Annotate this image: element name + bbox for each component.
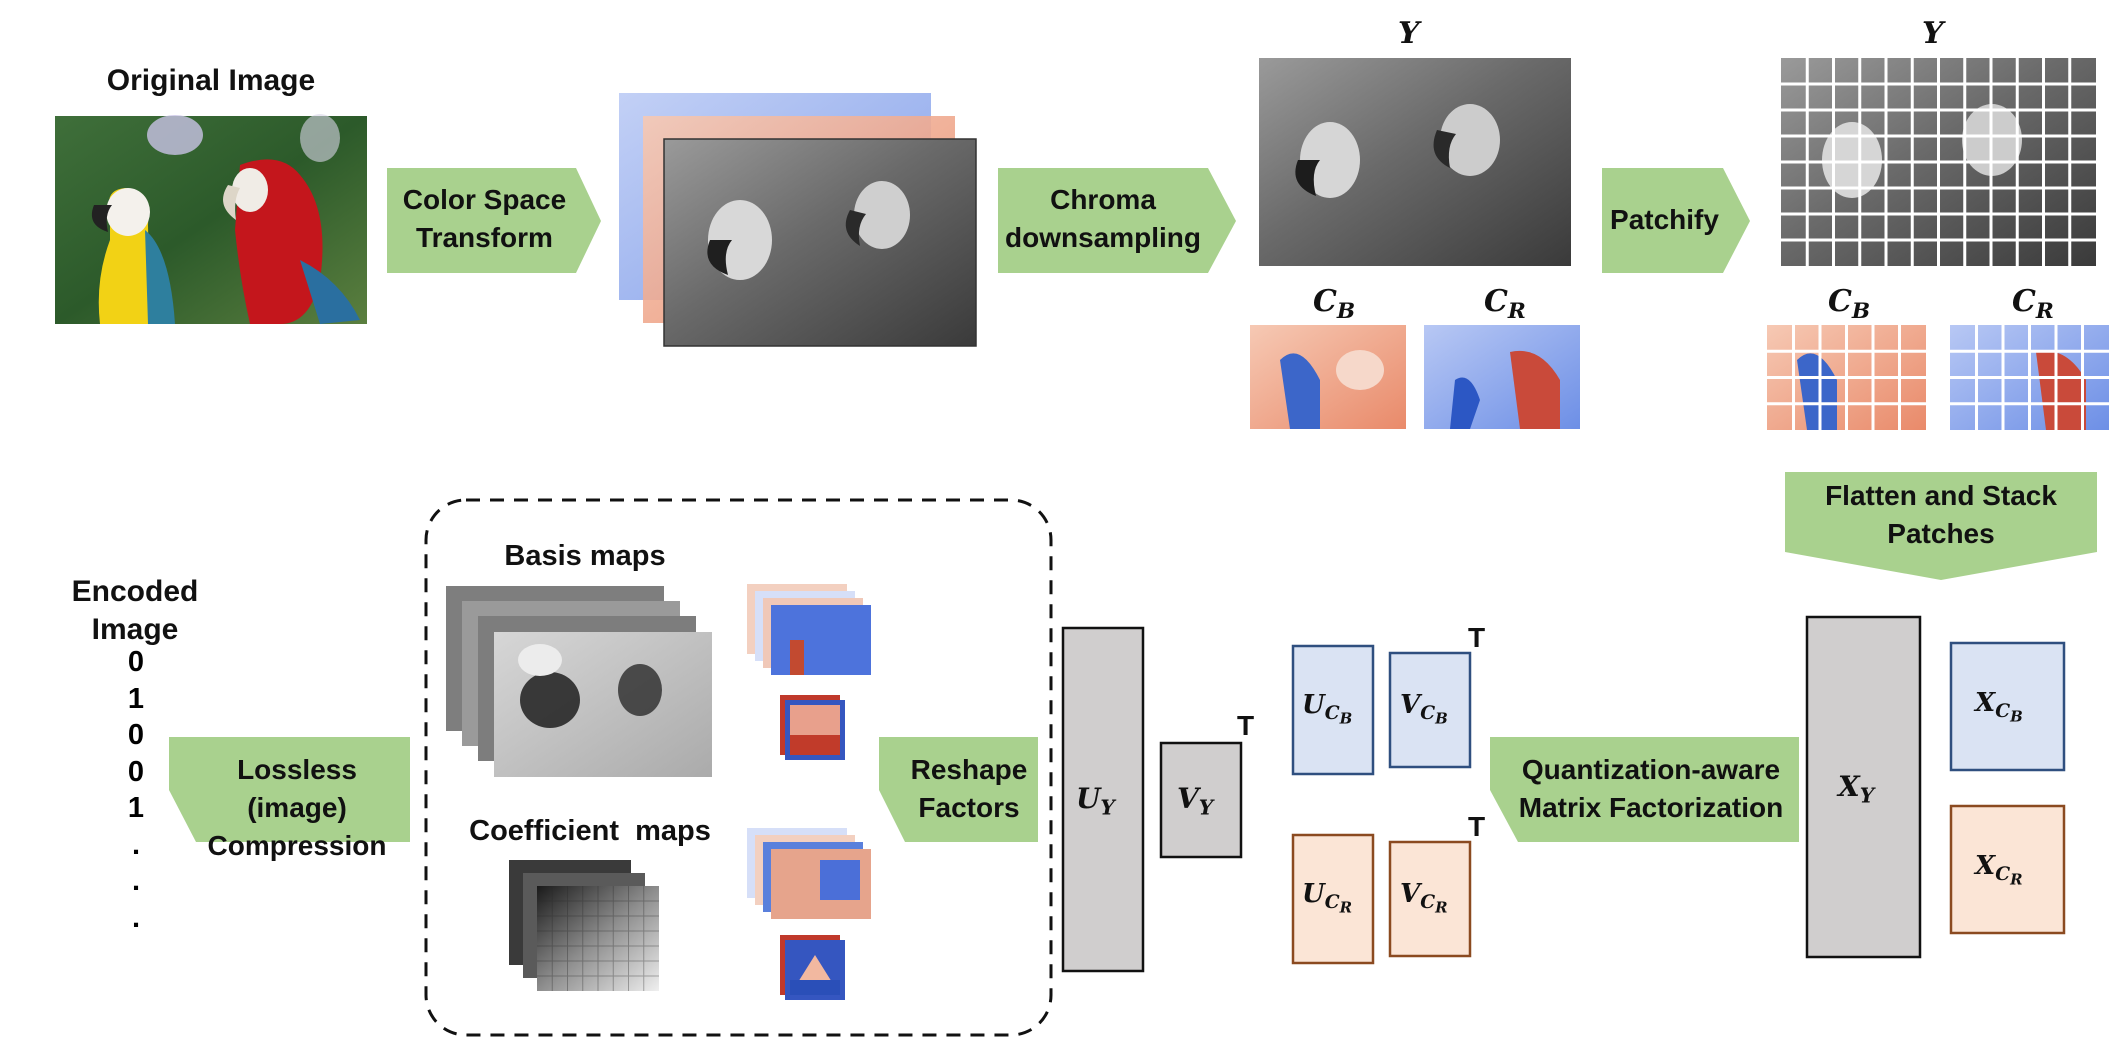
chroma-basis-maps (747, 584, 871, 760)
cr-label: CR (1484, 284, 1526, 324)
vcr-matrix (1388, 840, 1472, 958)
uy-label: UY (1076, 782, 1115, 820)
chroma-coefficient-maps (747, 828, 871, 1000)
chroma-arrow (998, 168, 1236, 273)
cb-patches (1767, 325, 1926, 430)
basis-maps-title: Basis maps (504, 540, 666, 572)
quantization-arrow (1490, 737, 1799, 842)
y-label-patch: Y (1922, 16, 1944, 51)
bit-3: 0 (127, 755, 145, 788)
xcb-matrix (1949, 641, 2066, 772)
vy-label: VY (1177, 782, 1214, 820)
ucr-label: UCR (1302, 879, 1353, 917)
chroma-label: Chroma downsampling (1005, 184, 1201, 253)
y-channel-image (1259, 58, 1571, 266)
cb-label: CB (1313, 284, 1356, 324)
bit-7: . (131, 901, 141, 934)
cr-patches (1950, 325, 2109, 430)
coefficient-maps (509, 860, 659, 991)
uy-matrix (1061, 626, 1145, 973)
quantization-label: Quantization-aware Matrix Factorization (1518, 754, 1784, 823)
lossless-label: Lossless (image) Compression (207, 754, 387, 861)
lossless-arrow (169, 737, 410, 842)
vy-transpose-mark: T (1237, 710, 1255, 741)
patchify-arrow (1602, 168, 1750, 273)
ucr-matrix (1291, 833, 1375, 965)
vcb-matrix (1388, 651, 1472, 769)
reshape-arrow (879, 737, 1038, 842)
xy-label: XY (1838, 770, 1875, 808)
original-image (55, 114, 367, 324)
bit-4: 1 (127, 792, 145, 824)
bit-6: . (131, 865, 141, 897)
flatten-stack-label: Flatten and Stack Patches (1825, 480, 2057, 549)
y-label-top: Y (1398, 16, 1420, 51)
bit-2: 0 (127, 719, 145, 751)
ucb-label: UCB (1302, 690, 1353, 728)
coefficient-maps-title: Coefficient maps (469, 815, 711, 847)
original-image-title: Original Image (106, 64, 316, 97)
xy-matrix (1805, 615, 1922, 959)
xcb-label: XCB (1975, 688, 2023, 726)
basis-maps (446, 586, 712, 777)
color-space-arrow (387, 168, 601, 273)
xcr-label: XCR (1975, 851, 2023, 889)
bit-5: . (131, 828, 141, 861)
cb-channel-image (1250, 325, 1406, 429)
bitstream: 0 1 0 0 1... (118, 644, 154, 936)
cr-channel-image (1424, 325, 1580, 429)
vcr-transpose-mark: T (1468, 811, 1486, 842)
patchify-label: Patchify (1610, 204, 1719, 235)
reshaped-factors-box (424, 498, 1053, 1037)
vy-matrix (1159, 741, 1243, 859)
xcr-matrix (1949, 804, 2066, 935)
cb-patch-label: CB (1828, 284, 1871, 324)
bit-0: 0 (127, 646, 145, 678)
flatten-stack-arrow (1785, 472, 2097, 580)
reshape-label: Reshape Factors (910, 754, 1028, 823)
ucb-matrix (1291, 644, 1375, 776)
bit-1: 1 (127, 682, 145, 715)
vcb-transpose-mark: T (1468, 622, 1486, 653)
cr-patch-label: CR (2012, 284, 2054, 324)
vcb-label: VCB (1400, 690, 1448, 728)
vcr-label: VCR (1400, 879, 1448, 917)
color-space-label: Color Space Transform (402, 184, 567, 253)
encoded-image-title: Encoded Image (71, 575, 199, 646)
y-patches (1781, 58, 2096, 266)
ycbcr-channel-stack (619, 93, 977, 347)
